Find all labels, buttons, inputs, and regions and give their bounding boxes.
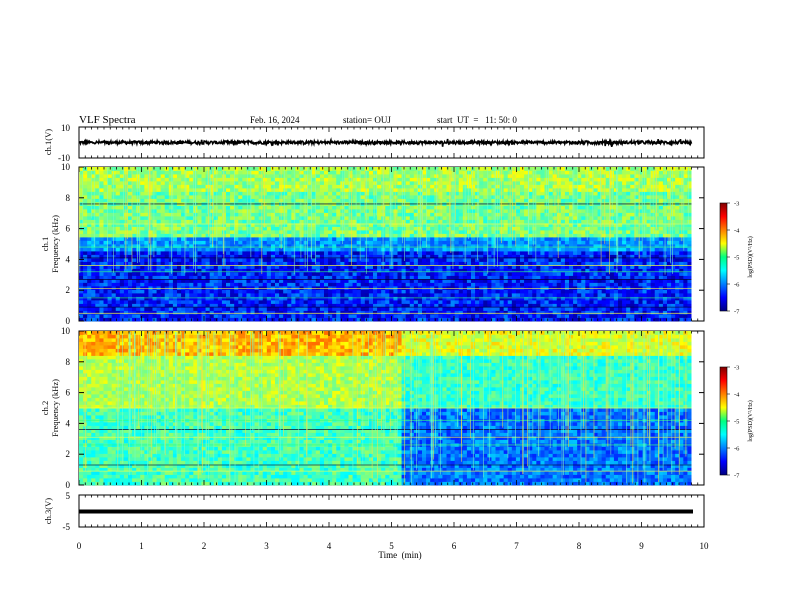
colorbar-tick-label: -5 <box>734 419 739 426</box>
ch2-spectrogram-image <box>79 331 704 486</box>
x-tick-label: 8 <box>577 541 582 551</box>
spec-ytick-label: 2 <box>66 449 71 459</box>
ch2-colorbar <box>719 366 728 476</box>
colorbar-tick-label: -7 <box>734 473 740 480</box>
x-axis-label: Time (min) <box>378 550 421 560</box>
x-tick-label: 3 <box>264 541 269 551</box>
colorbar-tick-label: -3 <box>734 365 739 372</box>
ch3-ylabel: ch.3(V) <box>43 498 53 524</box>
ch1-spec-ylabel-channel: ch.1 <box>40 237 50 251</box>
ch1-colorbar <box>719 202 728 312</box>
x-tick-label: 5 <box>389 541 394 551</box>
ch1-colorbar-label: log(PSD)(V²/Hz) <box>747 236 754 277</box>
colorbar-tick-label: -4 <box>734 392 740 399</box>
ch3-panel: 5 -5 ch.3(V) <box>43 491 705 532</box>
colorbar-tick-label: -6 <box>734 446 740 453</box>
colorbar-tick-label: -7 <box>734 309 740 316</box>
spec-ytick-label: 4 <box>66 418 71 428</box>
ch1-ytick-top: 10 <box>61 123 71 133</box>
x-axis-ticks: 0 1 2 3 4 5 6 7 8 9 10 <box>77 127 709 551</box>
spec-ytick-label: 8 <box>66 193 71 203</box>
ch3-ytick-top: 5 <box>66 491 71 501</box>
colorbar-tick-label: -6 <box>734 282 740 289</box>
x-tick-label: 2 <box>202 541 207 551</box>
ch1-ytick-bottom: -10 <box>58 153 70 163</box>
colorbar-tick-label: -3 <box>734 201 739 208</box>
x-tick-label: 10 <box>700 541 710 551</box>
figure-title: VLF Spectra <box>79 114 136 126</box>
date-label: Feb. 16, 2024 <box>250 115 300 125</box>
station-label: station= OUJ <box>343 115 391 125</box>
ch2-spec-ylabel-frequency: Frequency (kHz) <box>50 379 60 437</box>
colorbar-tick-label: -4 <box>734 228 740 235</box>
ch2-colorbar-label: log(PSD)(V²/Hz) <box>747 400 754 441</box>
spec-ytick-label: 0 <box>66 316 71 326</box>
x-tick-label: 6 <box>452 541 457 551</box>
ch1-spectrogram-image <box>79 167 704 322</box>
ch1-ylabel: ch.1(V) <box>43 129 53 155</box>
spec-ytick-label: 6 <box>66 224 71 234</box>
spec-ytick-label: 6 <box>66 388 71 398</box>
spec-ytick-label: 0 <box>66 480 71 490</box>
colorbar-tick-label: -5 <box>734 255 739 262</box>
x-tick-label: 0 <box>77 541 82 551</box>
x-tick-label: 7 <box>514 541 519 551</box>
ch1-waveform-panel: 10 -10 ch.1(V) <box>43 123 705 163</box>
x-tick-label: 1 <box>139 541 144 551</box>
ch3-ytick-bottom: -5 <box>63 522 71 532</box>
spec-ytick-label: 4 <box>66 254 71 264</box>
spec-ytick-label: 10 <box>61 162 71 172</box>
spec-ytick-label: 8 <box>66 357 71 367</box>
x-tick-label: 4 <box>327 541 332 551</box>
start-time-label: start UT = 11: 50: 0 <box>437 115 517 125</box>
ch2-spec-ylabel-channel: ch.2 <box>40 401 50 415</box>
ch1-waveform-trace <box>78 137 693 148</box>
ch1-spec-ylabel-frequency: Frequency (kHz) <box>50 215 60 273</box>
spec-ytick-label: 10 <box>61 326 71 336</box>
spec-ytick-label: 2 <box>66 285 71 295</box>
x-tick-label: 9 <box>639 541 644 551</box>
